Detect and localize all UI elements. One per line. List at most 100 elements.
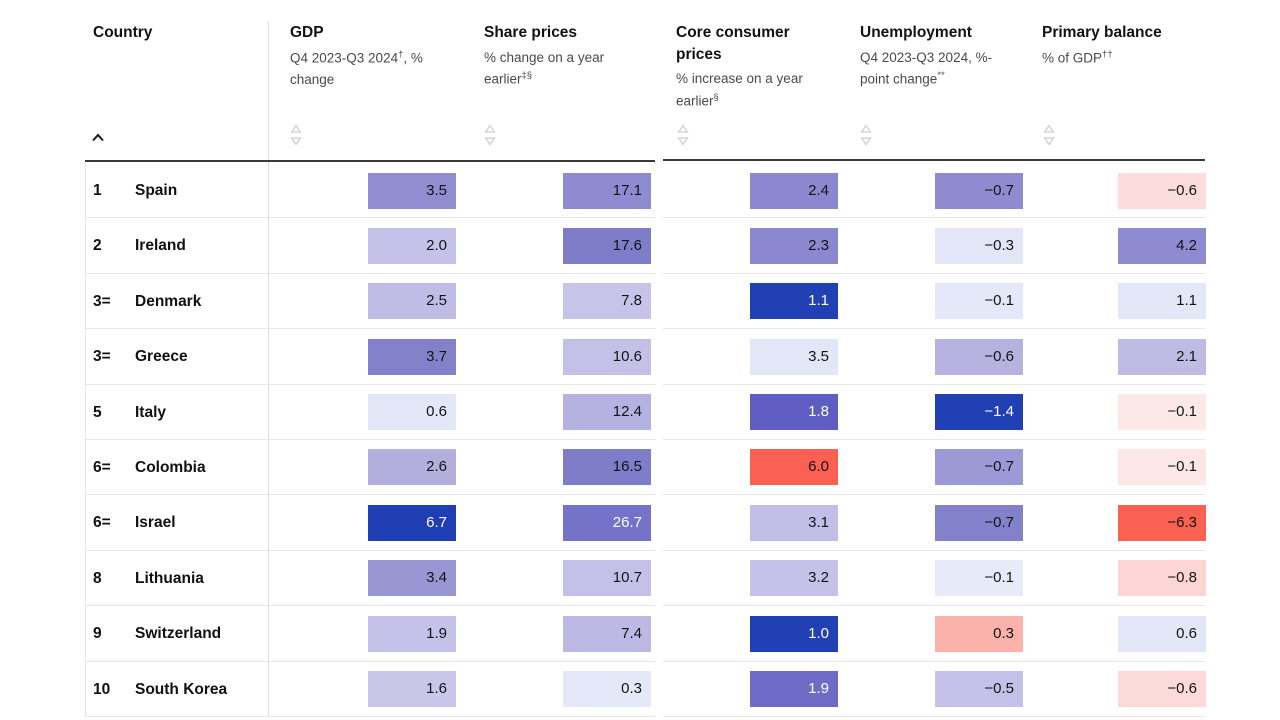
unemployment-value-cell: −0.1 — [935, 560, 1023, 597]
share-prices-value-cell: 10.7 — [563, 560, 651, 597]
primary-balance-value-cell: 1.1 — [1118, 283, 1206, 320]
primary-balance-value-cell: −0.8 — [1118, 560, 1206, 597]
core-consumer-prices-value-cell: 3.5 — [750, 338, 838, 375]
share-prices-value-cell: 7.8 — [563, 283, 651, 320]
gdp-value-cell: 2.6 — [368, 449, 456, 486]
core-consumer-prices-value-cell: 3.2 — [750, 560, 838, 597]
sort-country-active-icon[interactable] — [91, 129, 105, 147]
table-row: 9 Switzerland 1.9 7.4 1.0 0.3 0.6 — [85, 606, 1206, 662]
unemployment-value-cell: −0.7 — [935, 504, 1023, 541]
share-prices-value-cell: 26.7 — [563, 504, 651, 541]
gdp-value-cell: 1.6 — [368, 671, 456, 708]
core-consumer-prices-value-cell: 1.0 — [750, 615, 838, 652]
column-header-unemployment: Unemployment Q4 2023-Q3 2024, %-point ch… — [860, 22, 1012, 90]
share-prices-value-cell: 10.6 — [563, 338, 651, 375]
unemployment-value-cell: −0.5 — [935, 671, 1023, 708]
row-separator-right — [663, 217, 1205, 219]
column-title: Country — [93, 24, 153, 41]
row-separator-left — [85, 438, 655, 440]
rank-cell: 8 — [93, 569, 102, 587]
row-separator-right — [663, 715, 1205, 717]
table-row: 3= Greece 3.7 10.6 3.5 −0.6 2.1 — [85, 329, 1206, 385]
country-name: Israel — [135, 514, 176, 532]
table-row: 6= Israel 6.7 26.7 3.1 −0.7 −6.3 — [85, 495, 1206, 551]
row-separator-left — [85, 605, 655, 607]
rank-cell: 3= — [93, 292, 111, 310]
core-consumer-prices-value-cell: 1.1 — [750, 283, 838, 320]
country-name: Spain — [135, 182, 178, 199]
primary-balance-value-cell: −0.1 — [1118, 394, 1206, 431]
row-separator-left — [85, 494, 655, 496]
gdp-value-cell: 3.4 — [368, 560, 456, 597]
gdp-value-cell: 3.7 — [368, 338, 456, 375]
unemployment-value-cell: −0.6 — [935, 338, 1023, 375]
rank-cell: 6= — [93, 458, 111, 476]
column-title: GDP — [290, 24, 324, 41]
core-consumer-prices-value-cell: 1.8 — [750, 394, 838, 431]
rank-cell: 9 — [93, 625, 102, 643]
core-consumer-prices-value-cell: 2.4 — [750, 172, 838, 209]
sort-core-consumer-prices-icon[interactable] — [677, 124, 689, 151]
column-subtitle: % change on a year earlier‡§ — [484, 49, 605, 87]
share-prices-value-cell: 17.6 — [563, 227, 651, 264]
table-row: 3= Denmark 2.5 7.8 1.1 −0.1 1.1 — [85, 274, 1206, 330]
row-separator-left — [85, 549, 655, 551]
column-header-core-consumer-prices: Core consumer prices % increase on a yea… — [676, 22, 806, 112]
column-subtitle: % of GDP†† — [1042, 48, 1113, 66]
country-name: South Korea — [135, 680, 228, 698]
gdp-value-cell: 2.5 — [368, 283, 456, 320]
table-row: 1 Spain 3.5 17.1 2.4 −0.7 −0.6 — [85, 163, 1206, 219]
rank-cell: 5 — [93, 403, 102, 421]
core-consumer-prices-value-cell: 6.0 — [750, 449, 838, 486]
column-title: Primary balance — [1042, 24, 1162, 41]
rank-cell: 10 — [93, 680, 111, 698]
unemployment-value-cell: 0.3 — [935, 615, 1023, 652]
country-name: Colombia — [135, 458, 206, 476]
table-row: 2 Ireland 2.0 17.6 2.3 −0.3 4.2 — [85, 218, 1206, 274]
column-subtitle: Q4 2023-Q3 2024†, % change — [290, 48, 423, 87]
country-name: Switzerland — [135, 625, 222, 643]
sort-share-prices-icon[interactable] — [484, 124, 496, 151]
row-separator-left — [85, 383, 655, 385]
rank-cell: 6= — [93, 514, 111, 532]
row-separator-right — [663, 438, 1205, 440]
row-separator-left — [85, 272, 655, 274]
gdp-value-cell: 3.5 — [368, 172, 456, 209]
row-separator-left — [85, 660, 655, 662]
gdp-value-cell: 6.7 — [368, 504, 456, 541]
unemployment-value-cell: −0.7 — [935, 449, 1023, 486]
primary-balance-value-cell: 2.1 — [1118, 338, 1206, 375]
unemployment-value-cell: −0.3 — [935, 227, 1023, 264]
row-separator-right — [663, 272, 1205, 274]
core-consumer-prices-value-cell: 2.3 — [750, 227, 838, 264]
country-name: Lithuania — [135, 569, 204, 587]
share-prices-value-cell: 16.5 — [563, 449, 651, 486]
unemployment-value-cell: −0.1 — [935, 283, 1023, 320]
country-name: Denmark — [135, 292, 202, 310]
sort-unemployment-icon[interactable] — [860, 124, 872, 151]
share-prices-value-cell: 17.1 — [563, 172, 651, 209]
rank-cell: 1 — [93, 182, 102, 199]
row-separator-left — [85, 715, 655, 717]
sort-gdp-icon[interactable] — [290, 124, 302, 151]
rank-cell: 2 — [93, 237, 102, 255]
country-name: Greece — [135, 348, 188, 366]
sort-primary-balance-icon[interactable] — [1043, 124, 1055, 151]
table-left-edge-line — [85, 163, 86, 717]
column-header-share-prices: Share prices % change on a year earlier‡… — [484, 22, 624, 90]
country-name: Ireland — [135, 237, 186, 255]
column-header-primary-balance: Primary balance % of GDP†† — [1042, 22, 1192, 69]
column-title: Core consumer prices — [676, 24, 790, 63]
row-separator-right — [663, 549, 1205, 551]
primary-balance-value-cell: −0.1 — [1118, 449, 1206, 486]
table-body: 1 Spain 3.5 17.1 2.4 −0.7 −0.6 2 Ireland… — [85, 163, 1206, 717]
gdp-value-cell: 2.0 — [368, 227, 456, 264]
row-separator-right — [663, 660, 1205, 662]
table-row: 8 Lithuania 3.4 10.7 3.2 −0.1 −0.8 — [85, 551, 1206, 607]
primary-balance-value-cell: −0.6 — [1118, 671, 1206, 708]
primary-balance-value-cell: −6.3 — [1118, 504, 1206, 541]
gdp-value-cell: 1.9 — [368, 615, 456, 652]
core-consumer-prices-value-cell: 1.9 — [750, 671, 838, 708]
primary-balance-value-cell: 0.6 — [1118, 615, 1206, 652]
row-separator-right — [663, 605, 1205, 607]
